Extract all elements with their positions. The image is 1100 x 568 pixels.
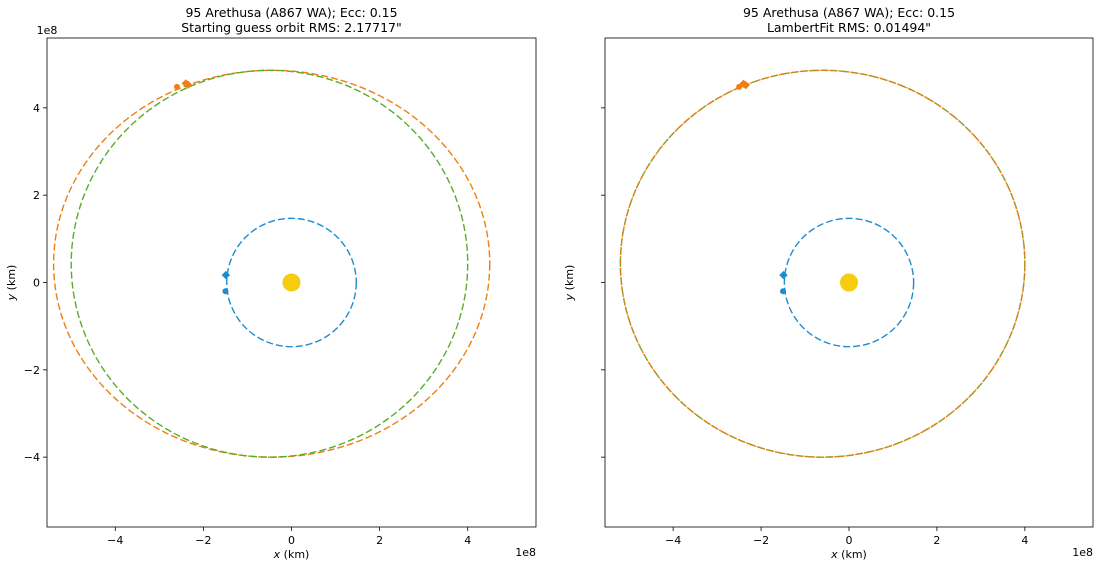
orbit-path-1 bbox=[783, 217, 915, 348]
y-offset-text: 1e8 bbox=[37, 24, 58, 37]
chart-subtitle: LambertFit RMS: 0.01494" bbox=[767, 20, 931, 35]
y-axis-label: y (km) bbox=[563, 265, 576, 302]
x-tick-label: 2 bbox=[933, 534, 940, 547]
position-marker-diamond bbox=[183, 80, 193, 89]
x-tick-label: −2 bbox=[195, 534, 211, 547]
x-axis-label: x (km) bbox=[830, 548, 867, 561]
x-tick-label: 2 bbox=[376, 534, 383, 547]
x-tick-label: 0 bbox=[288, 534, 295, 547]
position-marker-circle bbox=[173, 83, 180, 90]
sun-marker bbox=[282, 273, 301, 292]
x-offset-text: 1e8 bbox=[515, 546, 536, 559]
orbit-path-3 bbox=[619, 69, 1026, 458]
y-tick-label: −4 bbox=[24, 451, 40, 464]
x-tick-label: 4 bbox=[464, 534, 471, 547]
x-offset-text: 1e8 bbox=[1072, 546, 1093, 559]
chart-subtitle: Starting guess orbit RMS: 2.17717" bbox=[181, 20, 401, 35]
subplot-2: 95 Arethusa (A867 WA); Ecc: 0.15LambertF… bbox=[563, 5, 1094, 561]
chart-title: 95 Arethusa (A867 WA); Ecc: 0.15 bbox=[185, 5, 397, 20]
position-marker-circle bbox=[222, 288, 229, 295]
sun-marker bbox=[840, 273, 858, 292]
plot-area bbox=[619, 69, 1026, 458]
x-tick-label: 0 bbox=[846, 534, 853, 547]
position-marker-circle bbox=[736, 83, 743, 90]
position-marker-diamond bbox=[221, 270, 231, 280]
y-tick-label: −2 bbox=[24, 364, 40, 377]
subplot-1: 95 Arethusa (A867 WA); Ecc: 0.15Starting… bbox=[5, 5, 537, 561]
x-tick-label: −2 bbox=[753, 534, 769, 547]
x-tick-label: −4 bbox=[665, 534, 681, 547]
position-marker-circle bbox=[780, 288, 787, 295]
x-tick-label: −4 bbox=[107, 534, 123, 547]
orbit-path-2 bbox=[619, 69, 1026, 458]
x-axis-label: x (km) bbox=[273, 548, 310, 561]
y-axis-label: y (km) bbox=[5, 265, 18, 302]
y-tick-label: 0 bbox=[33, 277, 40, 290]
y-tick-label: 4 bbox=[33, 102, 40, 115]
orbit-path-1 bbox=[226, 217, 357, 348]
orbit-path-3 bbox=[70, 69, 469, 458]
position-marker-diamond bbox=[741, 80, 750, 90]
y-tick-label: 2 bbox=[33, 189, 40, 202]
chart-title: 95 Arethusa (A867 WA); Ecc: 0.15 bbox=[743, 5, 955, 20]
x-tick-label: 4 bbox=[1021, 534, 1028, 547]
orbit-path-2 bbox=[52, 69, 491, 458]
plot-area bbox=[52, 69, 491, 458]
position-marker-diamond bbox=[779, 270, 788, 280]
